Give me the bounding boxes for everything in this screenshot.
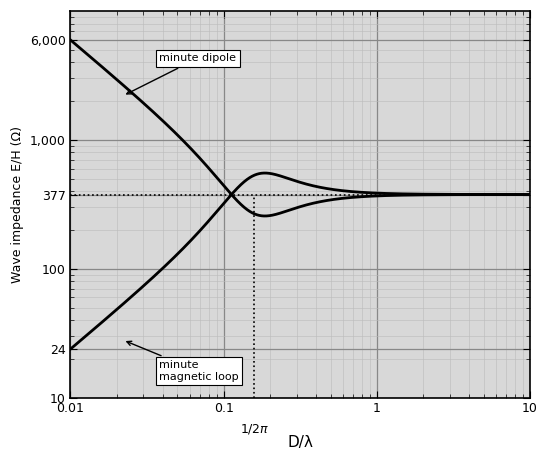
Y-axis label: Wave impedance E/H (Ω): Wave impedance E/H (Ω) <box>11 126 24 283</box>
Text: $1/2\pi$: $1/2\pi$ <box>240 422 269 436</box>
Text: minute
magnetic loop: minute magnetic loop <box>127 341 239 382</box>
Text: minute dipole: minute dipole <box>127 53 236 94</box>
X-axis label: D/λ: D/λ <box>287 435 313 450</box>
